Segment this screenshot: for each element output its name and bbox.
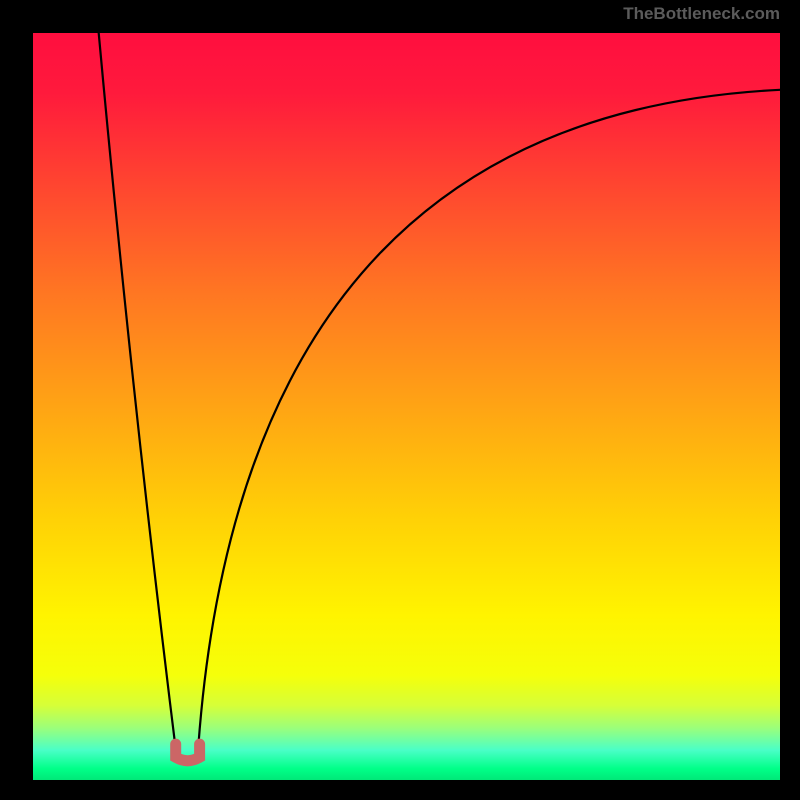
trough-marker — [176, 744, 200, 761]
curve-left-branch — [99, 33, 178, 761]
figure-stage: TheBottleneck.com — [0, 0, 800, 800]
plot-area — [33, 33, 780, 780]
watermark-text: TheBottleneck.com — [623, 4, 780, 24]
curve-overlay — [33, 33, 780, 780]
curve-right-branch — [197, 90, 780, 762]
